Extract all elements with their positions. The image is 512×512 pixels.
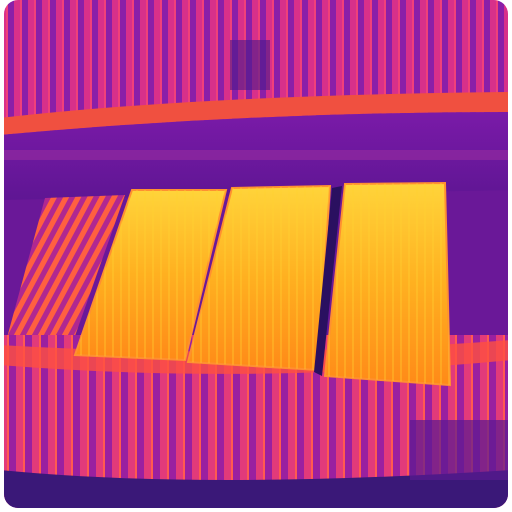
shadow: [230, 40, 270, 90]
solar-panel-texture: [325, 183, 450, 385]
solar-panel-texture: [188, 186, 330, 370]
bottom-right-shadow: [410, 420, 508, 480]
solar-panel-texture: [75, 190, 226, 360]
panel-gap: [314, 186, 342, 376]
bottom-shadow: [4, 470, 508, 508]
band: [4, 150, 508, 160]
left-panel: [5, 195, 125, 350]
ridge-band: [4, 92, 508, 135]
